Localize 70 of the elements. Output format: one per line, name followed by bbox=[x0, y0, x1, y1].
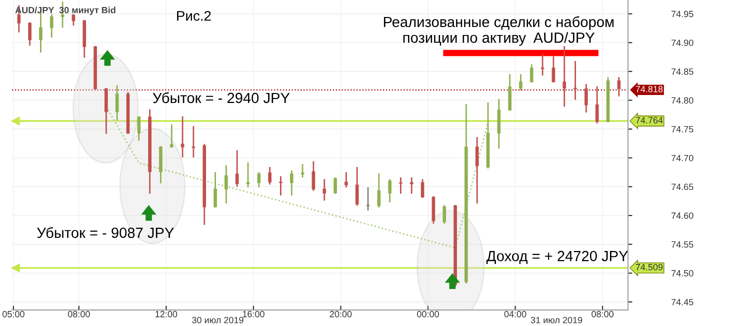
candlestick bbox=[235, 150, 239, 187]
y-tick-label: 74.80 bbox=[672, 97, 694, 104]
ref-line-label: 74.509 bbox=[636, 264, 663, 270]
candlestick bbox=[410, 177, 414, 194]
ref-line-label: 74.764 bbox=[636, 117, 663, 124]
y-tick-label: 74.50 bbox=[672, 270, 694, 276]
candlestick bbox=[420, 179, 424, 198]
candlestick bbox=[377, 173, 381, 208]
annotation: Реализованные сделки с набором позиции по активу AUD/JPY bbox=[384, 16, 614, 46]
candlestick bbox=[268, 166, 272, 185]
ref-line-label: 74.818 bbox=[636, 86, 663, 92]
candlestick bbox=[50, 14, 54, 38]
candlestick bbox=[72, 14, 76, 26]
candlestick bbox=[344, 172, 348, 188]
y-tick-label: 74.65 bbox=[672, 184, 694, 190]
y-tick-label: 74.60 bbox=[672, 212, 694, 219]
candlestick bbox=[432, 196, 436, 224]
candlestick bbox=[257, 172, 261, 188]
x-tick-label: 05:00 bbox=[2, 310, 24, 318]
candlestick bbox=[497, 98, 501, 149]
x-tick-label: 04:00 bbox=[504, 310, 526, 318]
annotation: Доход = + 24720 JPY bbox=[486, 250, 628, 264]
candlestick bbox=[562, 46, 566, 107]
annotation: Рис.2 bbox=[177, 10, 211, 21]
candlestick bbox=[574, 60, 577, 100]
candlestick bbox=[399, 177, 402, 194]
candlestick bbox=[366, 187, 370, 210]
x-tick-label: 08:00 bbox=[68, 310, 90, 318]
candlestick bbox=[28, 22, 32, 46]
y-tick-label: 74.85 bbox=[672, 68, 694, 75]
candlestick bbox=[508, 74, 512, 111]
candlestick bbox=[137, 116, 141, 141]
candlestick bbox=[540, 54, 544, 76]
x-tick-label: 08:00 bbox=[592, 310, 614, 318]
candlestick bbox=[584, 84, 588, 112]
x-tick-label: 12:00 bbox=[156, 310, 178, 318]
candlestick bbox=[115, 85, 119, 121]
candlestick bbox=[180, 116, 184, 158]
y-tick-label: 74.95 bbox=[672, 10, 694, 18]
candlestick bbox=[214, 172, 217, 208]
y-tick-label: 74.75 bbox=[672, 126, 694, 132]
text: 31 июл 2019 bbox=[530, 316, 582, 324]
candlestick bbox=[322, 179, 326, 201]
text: 30 июл 2019 bbox=[192, 316, 244, 324]
candlestick bbox=[519, 74, 522, 91]
candlestick bbox=[530, 64, 534, 83]
candlestick bbox=[192, 126, 196, 158]
y-tick-label: 74.45 bbox=[672, 298, 694, 306]
candlestick bbox=[104, 88, 108, 134]
annotation: Убыток = - 2940 JPY bbox=[152, 92, 290, 104]
candlestick bbox=[552, 56, 556, 83]
y-tick-label: 74.55 bbox=[672, 241, 694, 248]
candlestick bbox=[312, 161, 316, 191]
x-tick-label: 20:00 bbox=[330, 310, 352, 318]
y-tick-label: 74.70 bbox=[672, 154, 694, 162]
candlestick bbox=[442, 205, 446, 224]
x-tick-label: 00:00 bbox=[417, 310, 439, 318]
candlestick bbox=[224, 165, 228, 204]
y-tick-label: 74.90 bbox=[672, 40, 694, 46]
candlestick bbox=[279, 176, 282, 196]
annotation: Убыток = - 9087 JPY bbox=[37, 227, 174, 238]
candlestick bbox=[388, 179, 392, 202]
candlestick bbox=[300, 164, 304, 178]
candlestick bbox=[170, 124, 174, 148]
candlestick bbox=[334, 177, 337, 194]
candlestick bbox=[595, 86, 599, 124]
candlestick bbox=[290, 170, 294, 196]
x-tick-label: 16:00 bbox=[242, 310, 264, 318]
candlestick bbox=[475, 137, 479, 204]
candlestick bbox=[355, 166, 359, 206]
